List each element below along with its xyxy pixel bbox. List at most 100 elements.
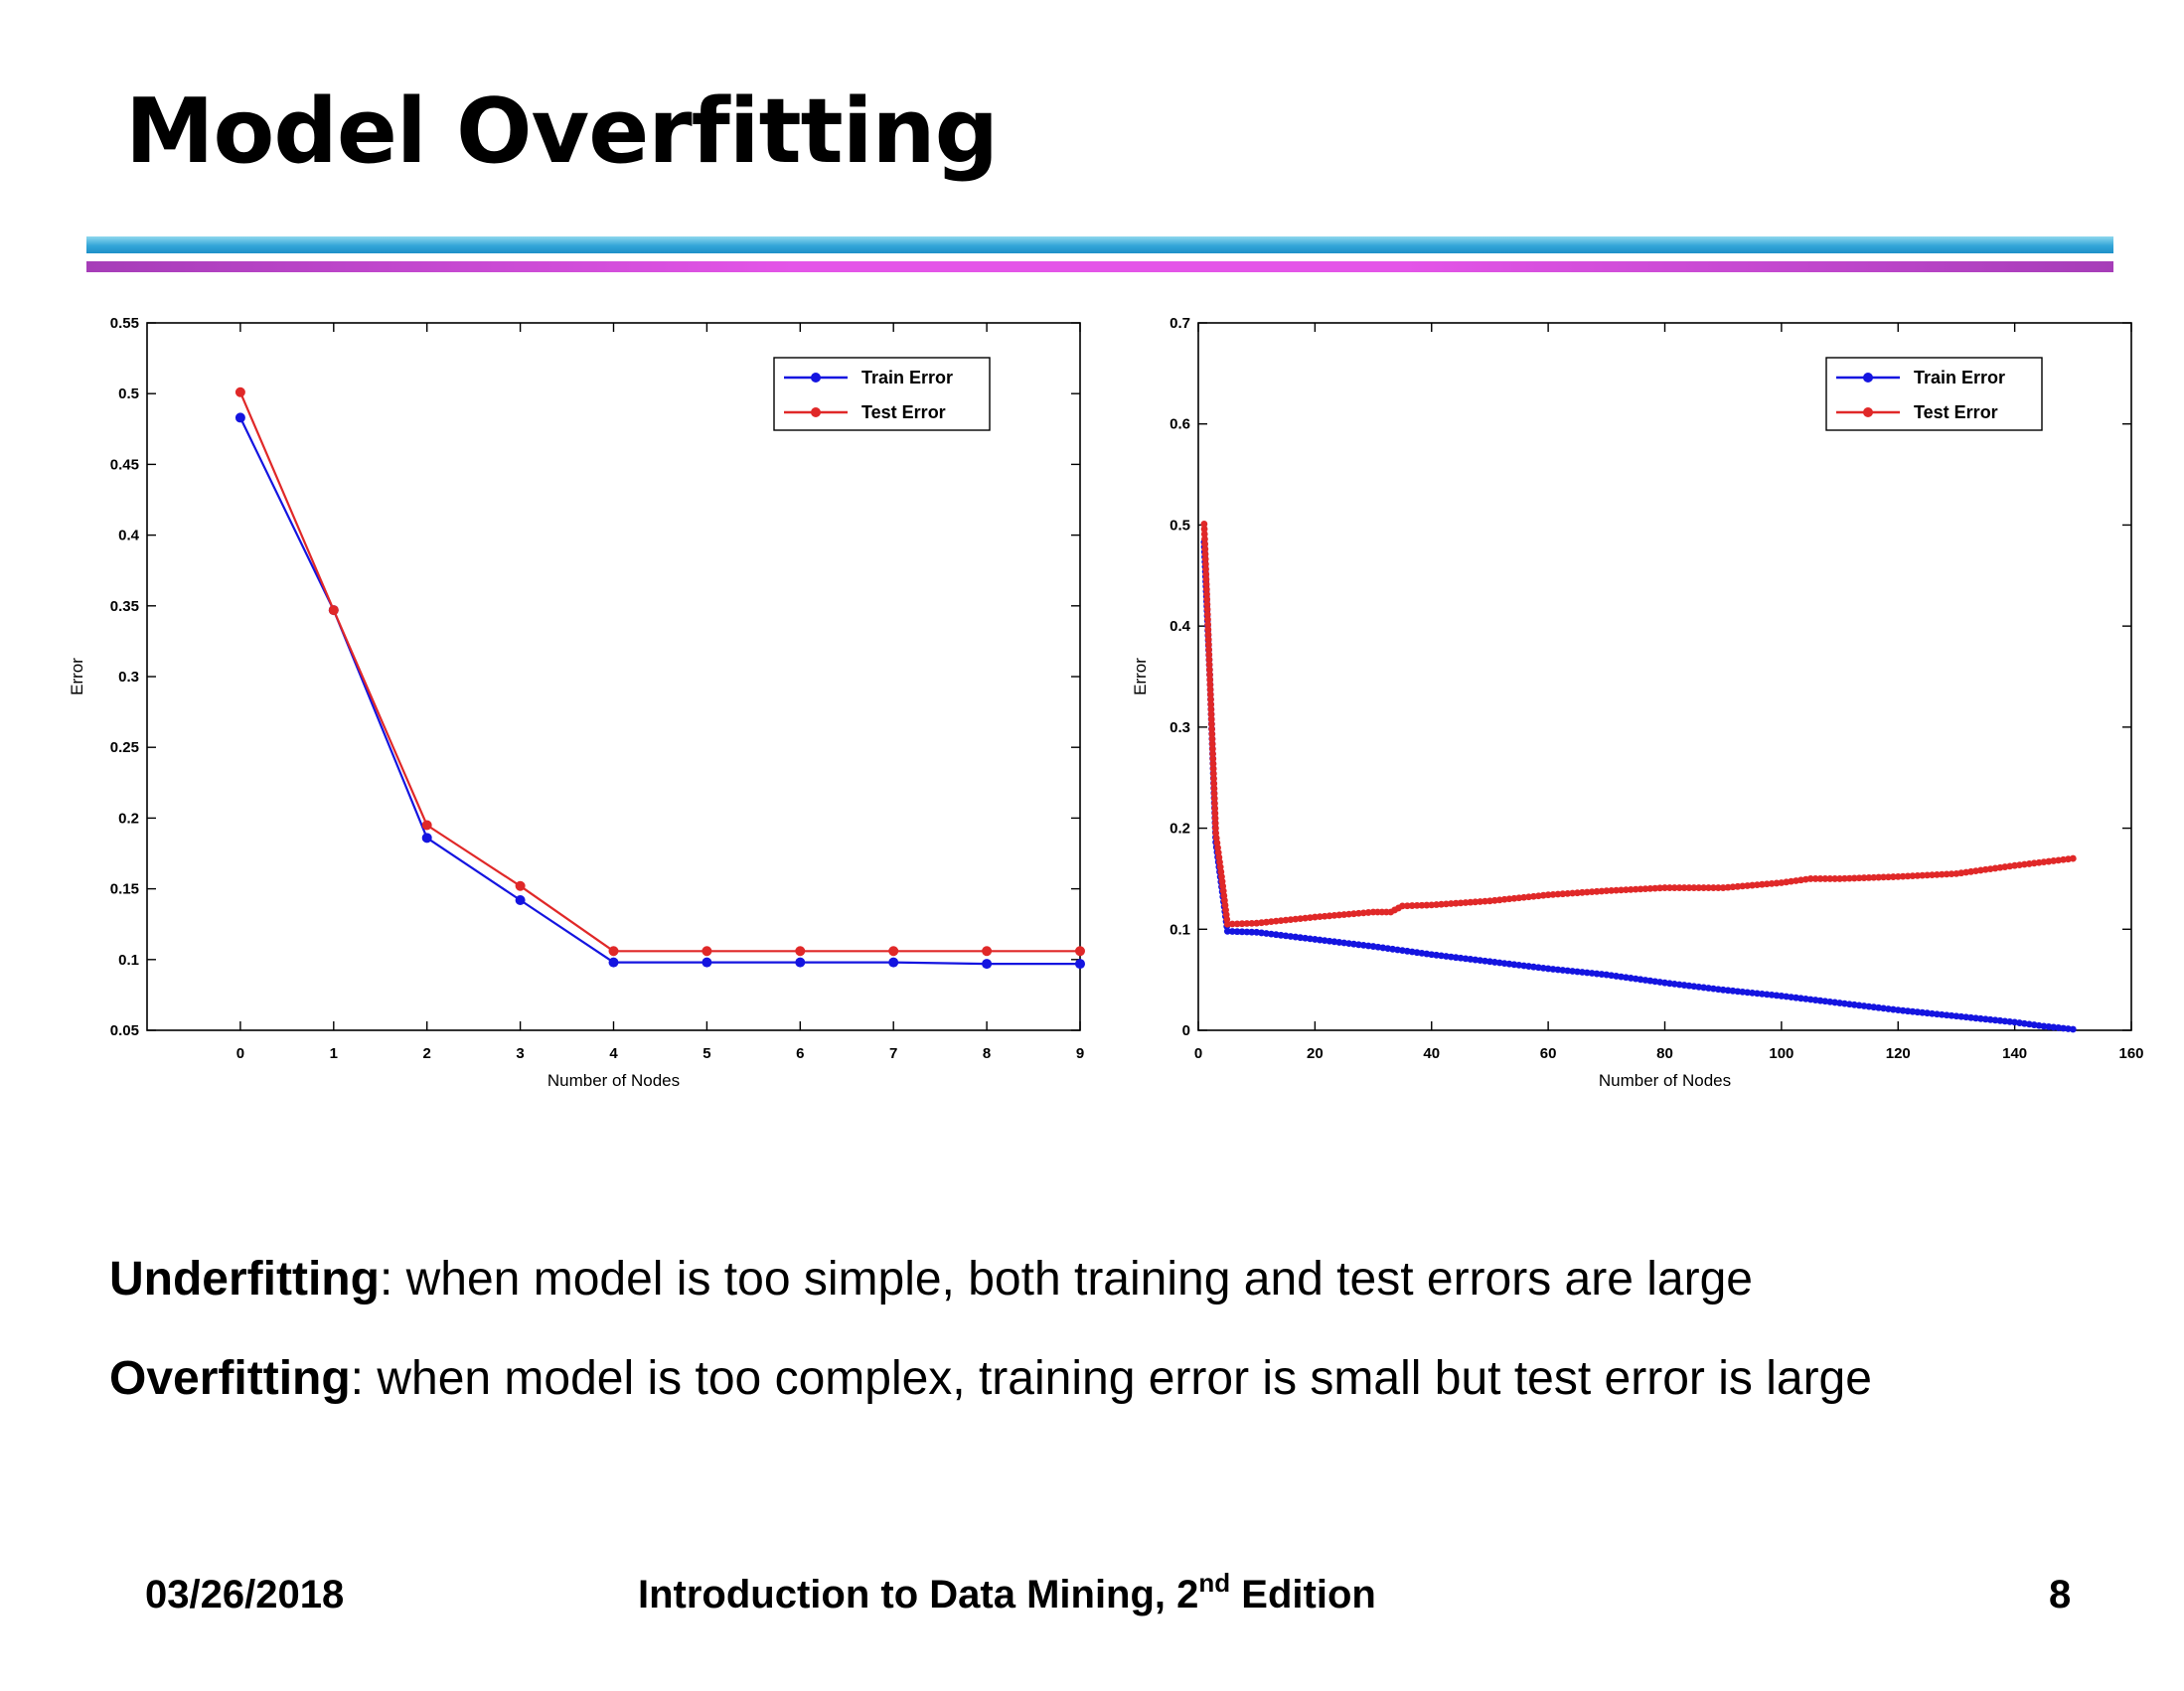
test-error-point (1428, 901, 1436, 909)
train-error-point (1924, 1009, 1931, 1017)
test-error-point (1205, 646, 1213, 654)
train-error-point (1991, 1016, 1999, 1024)
test-error-point (1316, 913, 1324, 921)
test-error-point (1661, 884, 1668, 891)
test-error-point (1321, 912, 1328, 920)
x-tick-label: 4 (609, 1045, 618, 1062)
test-error-point (1816, 875, 1824, 882)
test-error-point (1564, 889, 1572, 897)
plot-frame (146, 322, 1081, 1031)
test-error-point (1204, 621, 1212, 628)
train-error-point (1909, 1007, 1917, 1015)
test-error-point (1539, 891, 1547, 899)
footer-edition-superscript: nd (1198, 1568, 1231, 1598)
train-error-point (2040, 1022, 2048, 1030)
test-error-point (1467, 898, 1475, 906)
test-error-point (1734, 882, 1742, 890)
x-tick-label: 8 (983, 1045, 991, 1062)
train-error-point (1739, 988, 1747, 996)
test-error-point (1670, 884, 1678, 891)
test-error-point (1914, 871, 1922, 879)
train-error-point (1233, 928, 1241, 936)
test-error-point (1705, 884, 1712, 891)
test-error-point (1675, 884, 1683, 891)
test-error-point (1208, 735, 1216, 743)
x-axis-title: Number of Nodes (547, 1071, 680, 1090)
train-error-point (1938, 1010, 1946, 1018)
y-tick-label: 0.05 (110, 1022, 139, 1039)
test-error-point (1330, 911, 1338, 919)
test-error-point (1223, 920, 1231, 928)
test-error-point (1201, 555, 1209, 563)
test-error-point (1253, 919, 1261, 927)
test-error-point (1773, 879, 1781, 887)
test-error-point (1206, 691, 1214, 698)
test-error-point (1399, 902, 1406, 910)
test-error-point (1203, 590, 1210, 598)
underfitting-term: Underfitting (109, 1253, 380, 1306)
y-tick-label: 0.6 (1170, 416, 1190, 433)
train-error-point (1749, 989, 1756, 997)
test-error-point (1719, 884, 1727, 891)
x-tick-label: 60 (1540, 1045, 1557, 1062)
test-error-point (1477, 898, 1484, 905)
train-error-point (1248, 928, 1256, 936)
legend-train-label: Train Error (1914, 368, 2005, 387)
test-error-point (1205, 656, 1213, 664)
x-tick-label: 3 (516, 1045, 524, 1062)
test-error-point (1656, 884, 1664, 892)
test-error-point (1206, 686, 1214, 693)
test-error-point (1933, 870, 1941, 878)
test-error-point (1208, 730, 1216, 738)
test-error-point (1202, 570, 1210, 578)
train-error-point (1724, 987, 1732, 995)
x-tick-label: 120 (1886, 1045, 1911, 1062)
test-error-point (1593, 887, 1601, 895)
test-error-point (1203, 610, 1211, 618)
test-error-point (1248, 919, 1256, 927)
test-error-point (1549, 890, 1557, 898)
x-tick-label: 6 (796, 1045, 804, 1062)
x-axis-title: Number of Nodes (1599, 1071, 1731, 1090)
train-error-point (1569, 968, 1576, 975)
test-error-point (1690, 884, 1698, 891)
test-error-point (1472, 898, 1480, 906)
train-error-point (1904, 1007, 1912, 1015)
test-error-point (608, 946, 619, 957)
train-error-point (2001, 1017, 2009, 1025)
chart-left-error-vs-nodes: 0 1 2 3 4 5 6 7 8 9 0.05 0.1 0.15 0.2 0.25 0.3 0.35 0.4 0.… (68, 315, 1085, 1090)
x-tick-label: 5 (702, 1045, 710, 1062)
train-error-point (1962, 1013, 1970, 1021)
test-error-point (1228, 920, 1236, 928)
train-error-point (1754, 990, 1761, 998)
test-error-point (1651, 884, 1659, 892)
y-tick-label: 0.3 (1170, 719, 1190, 736)
train-error-point (1729, 987, 1737, 995)
test-error-point (1588, 888, 1596, 896)
legend-train-label: Train Error (861, 368, 953, 387)
legend-box (773, 357, 991, 431)
test-error-point (1204, 631, 1212, 638)
test-error-point (1680, 884, 1688, 891)
y-tick-label: 0.2 (118, 810, 139, 827)
test-error-point (1880, 873, 1887, 881)
test-error-point (1515, 894, 1523, 902)
train-error-point (2045, 1023, 2053, 1030)
test-error-point (1202, 580, 1210, 588)
test-error-point (1307, 914, 1314, 921)
y-tick-label: 0.25 (110, 739, 139, 756)
train-error-point (1758, 990, 1766, 998)
footer-book-title: Introduction to Data Mining, 2nd Edition (638, 1570, 1376, 1619)
test-error-point (1530, 892, 1537, 900)
test-error-point (1210, 795, 1218, 803)
y-tick-label: 0.7 (1170, 315, 1190, 332)
test-error-point (1646, 884, 1654, 892)
train-error-point (1943, 1011, 1950, 1019)
test-error-point (1203, 600, 1211, 608)
test-error-point (1608, 886, 1616, 894)
train-error-point (1933, 1010, 1941, 1018)
test-error-point (1204, 626, 1212, 633)
train-error-point (1228, 928, 1236, 935)
test-error-point (1292, 915, 1300, 923)
legend-train-marker (1863, 373, 1873, 383)
